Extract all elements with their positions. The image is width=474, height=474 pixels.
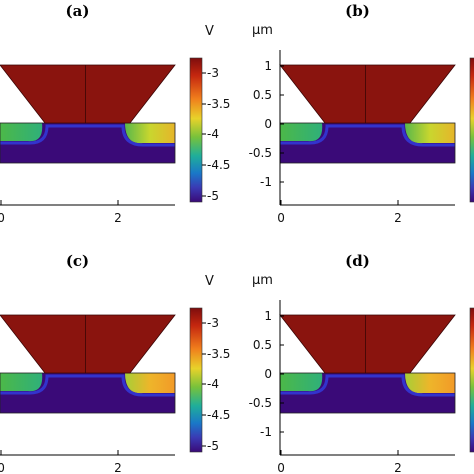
colorbar-gradient [469, 57, 474, 203]
x-tick-label: 0 [277, 211, 285, 225]
colorbar: V -3 -3.5 -4 -4.5 -5 [189, 24, 230, 203]
y-tick-label: -1 [260, 425, 272, 439]
colorbar-tick-label: -4 [207, 127, 219, 141]
y-tick-label: 1 [264, 309, 272, 323]
y-tick-label: 0.5 [253, 88, 272, 102]
panel-label: (b) [345, 2, 370, 20]
panel-b: (b)0 210.50-0.5-1μm [249, 2, 474, 225]
depletion-boundary [280, 374, 455, 397]
colorbar [469, 307, 474, 453]
panel-label: (d) [345, 252, 370, 270]
x-tick-label: 2 [394, 461, 402, 474]
x-tick-label: 0 [0, 211, 5, 225]
x-tick-label: 0 [0, 461, 5, 474]
channel-right-region [405, 123, 455, 144]
channel-right-region [405, 373, 455, 394]
x-tick-label: 2 [114, 211, 122, 225]
channel-left-region [0, 373, 43, 392]
panel-d: (d)0 210.50-0.5-1μm [249, 252, 474, 474]
y-tick-label: 0.5 [253, 338, 272, 352]
depletion-boundary [0, 124, 175, 147]
y-tick-label: 0 [264, 367, 272, 381]
colorbar-tick-label: -4 [207, 377, 219, 391]
colorbar-tick-label: -5 [207, 189, 219, 203]
colorbar-tick-label: -3.5 [207, 347, 230, 361]
y-axis-unit: μm [252, 273, 273, 288]
x-tick-label: 2 [114, 461, 122, 474]
colorbar-unit: V [205, 24, 214, 39]
gate-electrode [279, 64, 456, 124]
colorbar-tick-label: -4.5 [207, 408, 230, 422]
x-tick-label: 2 [394, 211, 402, 225]
channel-right-region [125, 373, 175, 394]
colorbar-tick-label: -3 [207, 66, 219, 80]
y-tick-label: -0.5 [249, 396, 272, 410]
gate-electrode [279, 314, 456, 374]
depletion-boundary [0, 374, 175, 397]
colorbar-unit: V [205, 274, 214, 289]
panel-a: (a)0 2V-3-3.5-4-4.5-5 [0, 2, 230, 225]
colorbar: V -3 -3.5 -4 -4.5 -5 [189, 274, 230, 453]
y-tick-label: 0 [264, 117, 272, 131]
y-axis: 1 0.5 0 -0.5 -1 μm [249, 273, 284, 455]
colorbar-tick-label: -4.5 [207, 158, 230, 172]
y-tick-label: 1 [264, 59, 272, 73]
colorbar-gradient [189, 307, 203, 453]
y-axis-unit: μm [252, 23, 273, 38]
channel-right-region [125, 123, 175, 144]
channel-left-region [0, 123, 43, 142]
gate-electrode [0, 314, 176, 374]
y-tick-label: -1 [260, 175, 272, 189]
panel-label: (c) [66, 252, 89, 270]
colorbar-tick-label: -5 [207, 439, 219, 453]
channel-left-region [280, 123, 323, 142]
depletion-boundary [280, 124, 455, 147]
colorbar [469, 57, 474, 203]
colorbar-gradient [189, 57, 203, 203]
colorbar-gradient [469, 307, 474, 453]
y-tick-label: -0.5 [249, 146, 272, 160]
panel-c: (c)0 2V-3-3.5-4-4.5-5 [0, 252, 230, 474]
channel-left-region [280, 373, 323, 392]
panel-label: (a) [66, 2, 90, 20]
colorbar-tick-label: -3 [207, 316, 219, 330]
colorbar-tick-label: -3.5 [207, 97, 230, 111]
gate-electrode [0, 64, 176, 124]
y-axis: 1 0.5 0 -0.5 -1 μm [249, 23, 284, 205]
x-tick-label: 0 [277, 461, 285, 474]
